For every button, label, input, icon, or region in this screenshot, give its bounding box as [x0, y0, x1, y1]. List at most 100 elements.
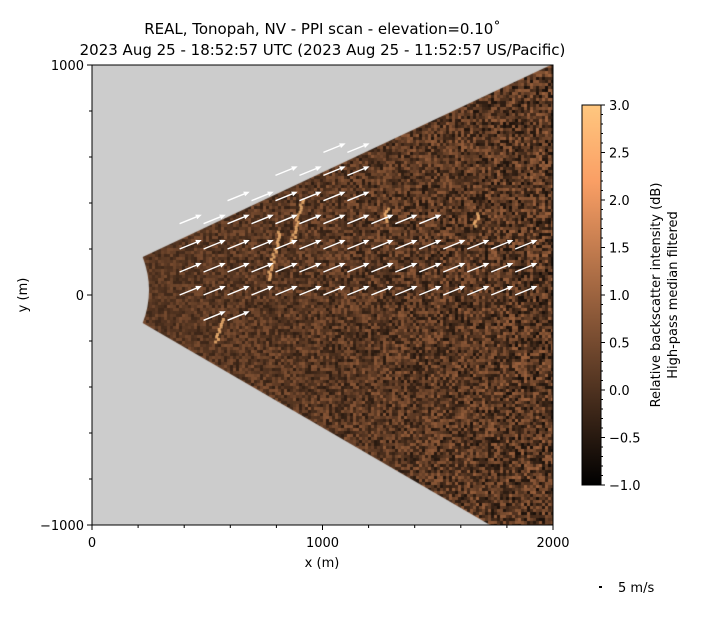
colorbar-tick-label: 0.0: [609, 384, 630, 399]
wind-arrow: [251, 262, 274, 273]
wind-arrow: [203, 239, 226, 250]
wind-arrow: [514, 262, 538, 273]
wind-arrow: [347, 143, 370, 154]
backscatter-sector-image: [92, 65, 553, 525]
colorbar-tick-label: 1.0: [609, 289, 630, 304]
wind-arrow: [275, 214, 298, 225]
wind-arrow: [466, 285, 490, 296]
wind-arrow: [443, 285, 466, 296]
wind-arrow: [371, 214, 394, 225]
colorbar-tick-label: 3.0: [609, 99, 630, 114]
wind-vectors: [179, 143, 538, 321]
y-tick-label: 1000: [51, 59, 84, 74]
colorbar-tick-label: 0.5: [609, 337, 630, 352]
colorbar-tick-label: 2.0: [609, 194, 630, 209]
wind-arrow: [275, 285, 298, 296]
colorbar-label-line2: High-pass median filtered: [666, 211, 681, 379]
colorbar-tick-label: 2.5: [609, 147, 630, 162]
x-tick-label: 0: [88, 536, 96, 551]
wind-arrow: [251, 214, 274, 225]
wind-arrow: [203, 262, 226, 273]
wind-arrow: [227, 239, 250, 250]
wind-arrow: [299, 191, 322, 202]
wind-arrow: [323, 262, 346, 273]
wind-arrow: [275, 166, 298, 177]
x-tick-label: 1000: [306, 536, 339, 551]
wind-arrow: [347, 285, 370, 296]
colorbar-tick-label: 1.5: [609, 242, 630, 257]
y-tick-label: 0: [76, 289, 84, 304]
wind-arrow: [179, 262, 202, 273]
wind-arrow: [419, 285, 442, 296]
chart-title-line2: 2023 Aug 25 - 18:52:57 UTC (2023 Aug 25 …: [79, 41, 566, 59]
wind-arrow: [227, 285, 250, 296]
wind-arrow: [419, 214, 442, 225]
wind-arrow: [275, 262, 298, 273]
wind-arrow: [395, 285, 418, 296]
wind-arrow: [443, 239, 466, 250]
colorbar-tick-label: −1.0: [609, 479, 641, 494]
wind-arrow: [323, 143, 346, 154]
wind-arrow: [227, 214, 250, 225]
wind-arrow: [323, 191, 346, 202]
wind-arrow: [299, 214, 322, 225]
wind-arrow: [299, 262, 322, 273]
wind-arrow: [514, 285, 538, 296]
wind-arrow: [419, 262, 442, 273]
wind-arrow: [203, 285, 226, 296]
wind-arrow: [466, 239, 490, 250]
wind-arrow: [347, 191, 370, 202]
colorbar: [581, 104, 602, 486]
wind-arrow: [251, 239, 274, 250]
colorbar-tick-label: −0.5: [609, 432, 641, 447]
x-tick-label: 2000: [536, 536, 569, 551]
wind-arrow: [275, 191, 298, 202]
wind-arrow: [323, 285, 346, 296]
chart-title-line1: REAL, Tonopah, NV - PPI scan - elevation…: [144, 20, 501, 38]
wind-arrow: [347, 262, 370, 273]
x-axis: 0 1000 2000: [88, 525, 570, 551]
wind-arrow: [395, 214, 418, 225]
y-axis: −1000 0 1000: [40, 59, 92, 534]
wind-arrow: [490, 262, 514, 273]
wind-arrow: [275, 239, 298, 250]
wind-arrow: [203, 214, 226, 225]
wind-arrow: [323, 214, 346, 225]
colorbar-axis: −1.0 −0.5 0.0 0.5 1.0 1.5 2.0 2.5 3.0: [601, 99, 641, 494]
wind-arrow: [419, 239, 442, 250]
wind-arrow: [371, 239, 394, 250]
wind-arrow: [347, 239, 370, 250]
wind-arrow: [203, 311, 226, 321]
wind-arrow: [466, 262, 490, 273]
y-axis-label: y (m): [16, 278, 31, 313]
wind-arrow: [395, 262, 418, 273]
wind-arrow: [179, 214, 202, 225]
wind-arrow: [227, 191, 250, 202]
wind-arrow: [251, 285, 274, 296]
wind-arrow: [490, 285, 514, 296]
axes-frame: [91, 64, 554, 526]
wind-arrow: [490, 239, 514, 250]
wind-arrow: [323, 239, 346, 250]
wind-arrow: [251, 191, 274, 202]
wind-arrow: [371, 285, 394, 296]
wind-arrow: [227, 262, 250, 273]
wind-arrow: [371, 262, 394, 273]
wind-arrow: [299, 239, 322, 250]
y-tick-label: −1000: [40, 519, 84, 534]
wind-arrow: [347, 166, 370, 177]
wind-arrow: [395, 239, 418, 250]
wind-arrow: [323, 166, 346, 177]
wind-arrow: [299, 285, 322, 296]
x-axis-label: x (m): [305, 556, 340, 571]
wind-arrow: [514, 239, 538, 250]
wind-arrow: [179, 285, 202, 296]
wind-arrow: [347, 214, 370, 225]
wind-arrow: [227, 311, 250, 321]
wind-arrow: [443, 262, 466, 273]
colorbar-label-line1: Relative backscatter intensity (dB): [649, 183, 664, 408]
wind-arrow: [179, 239, 202, 250]
wind-arrow: [299, 166, 322, 177]
quiver-key-label: 5 m/s: [618, 581, 654, 596]
